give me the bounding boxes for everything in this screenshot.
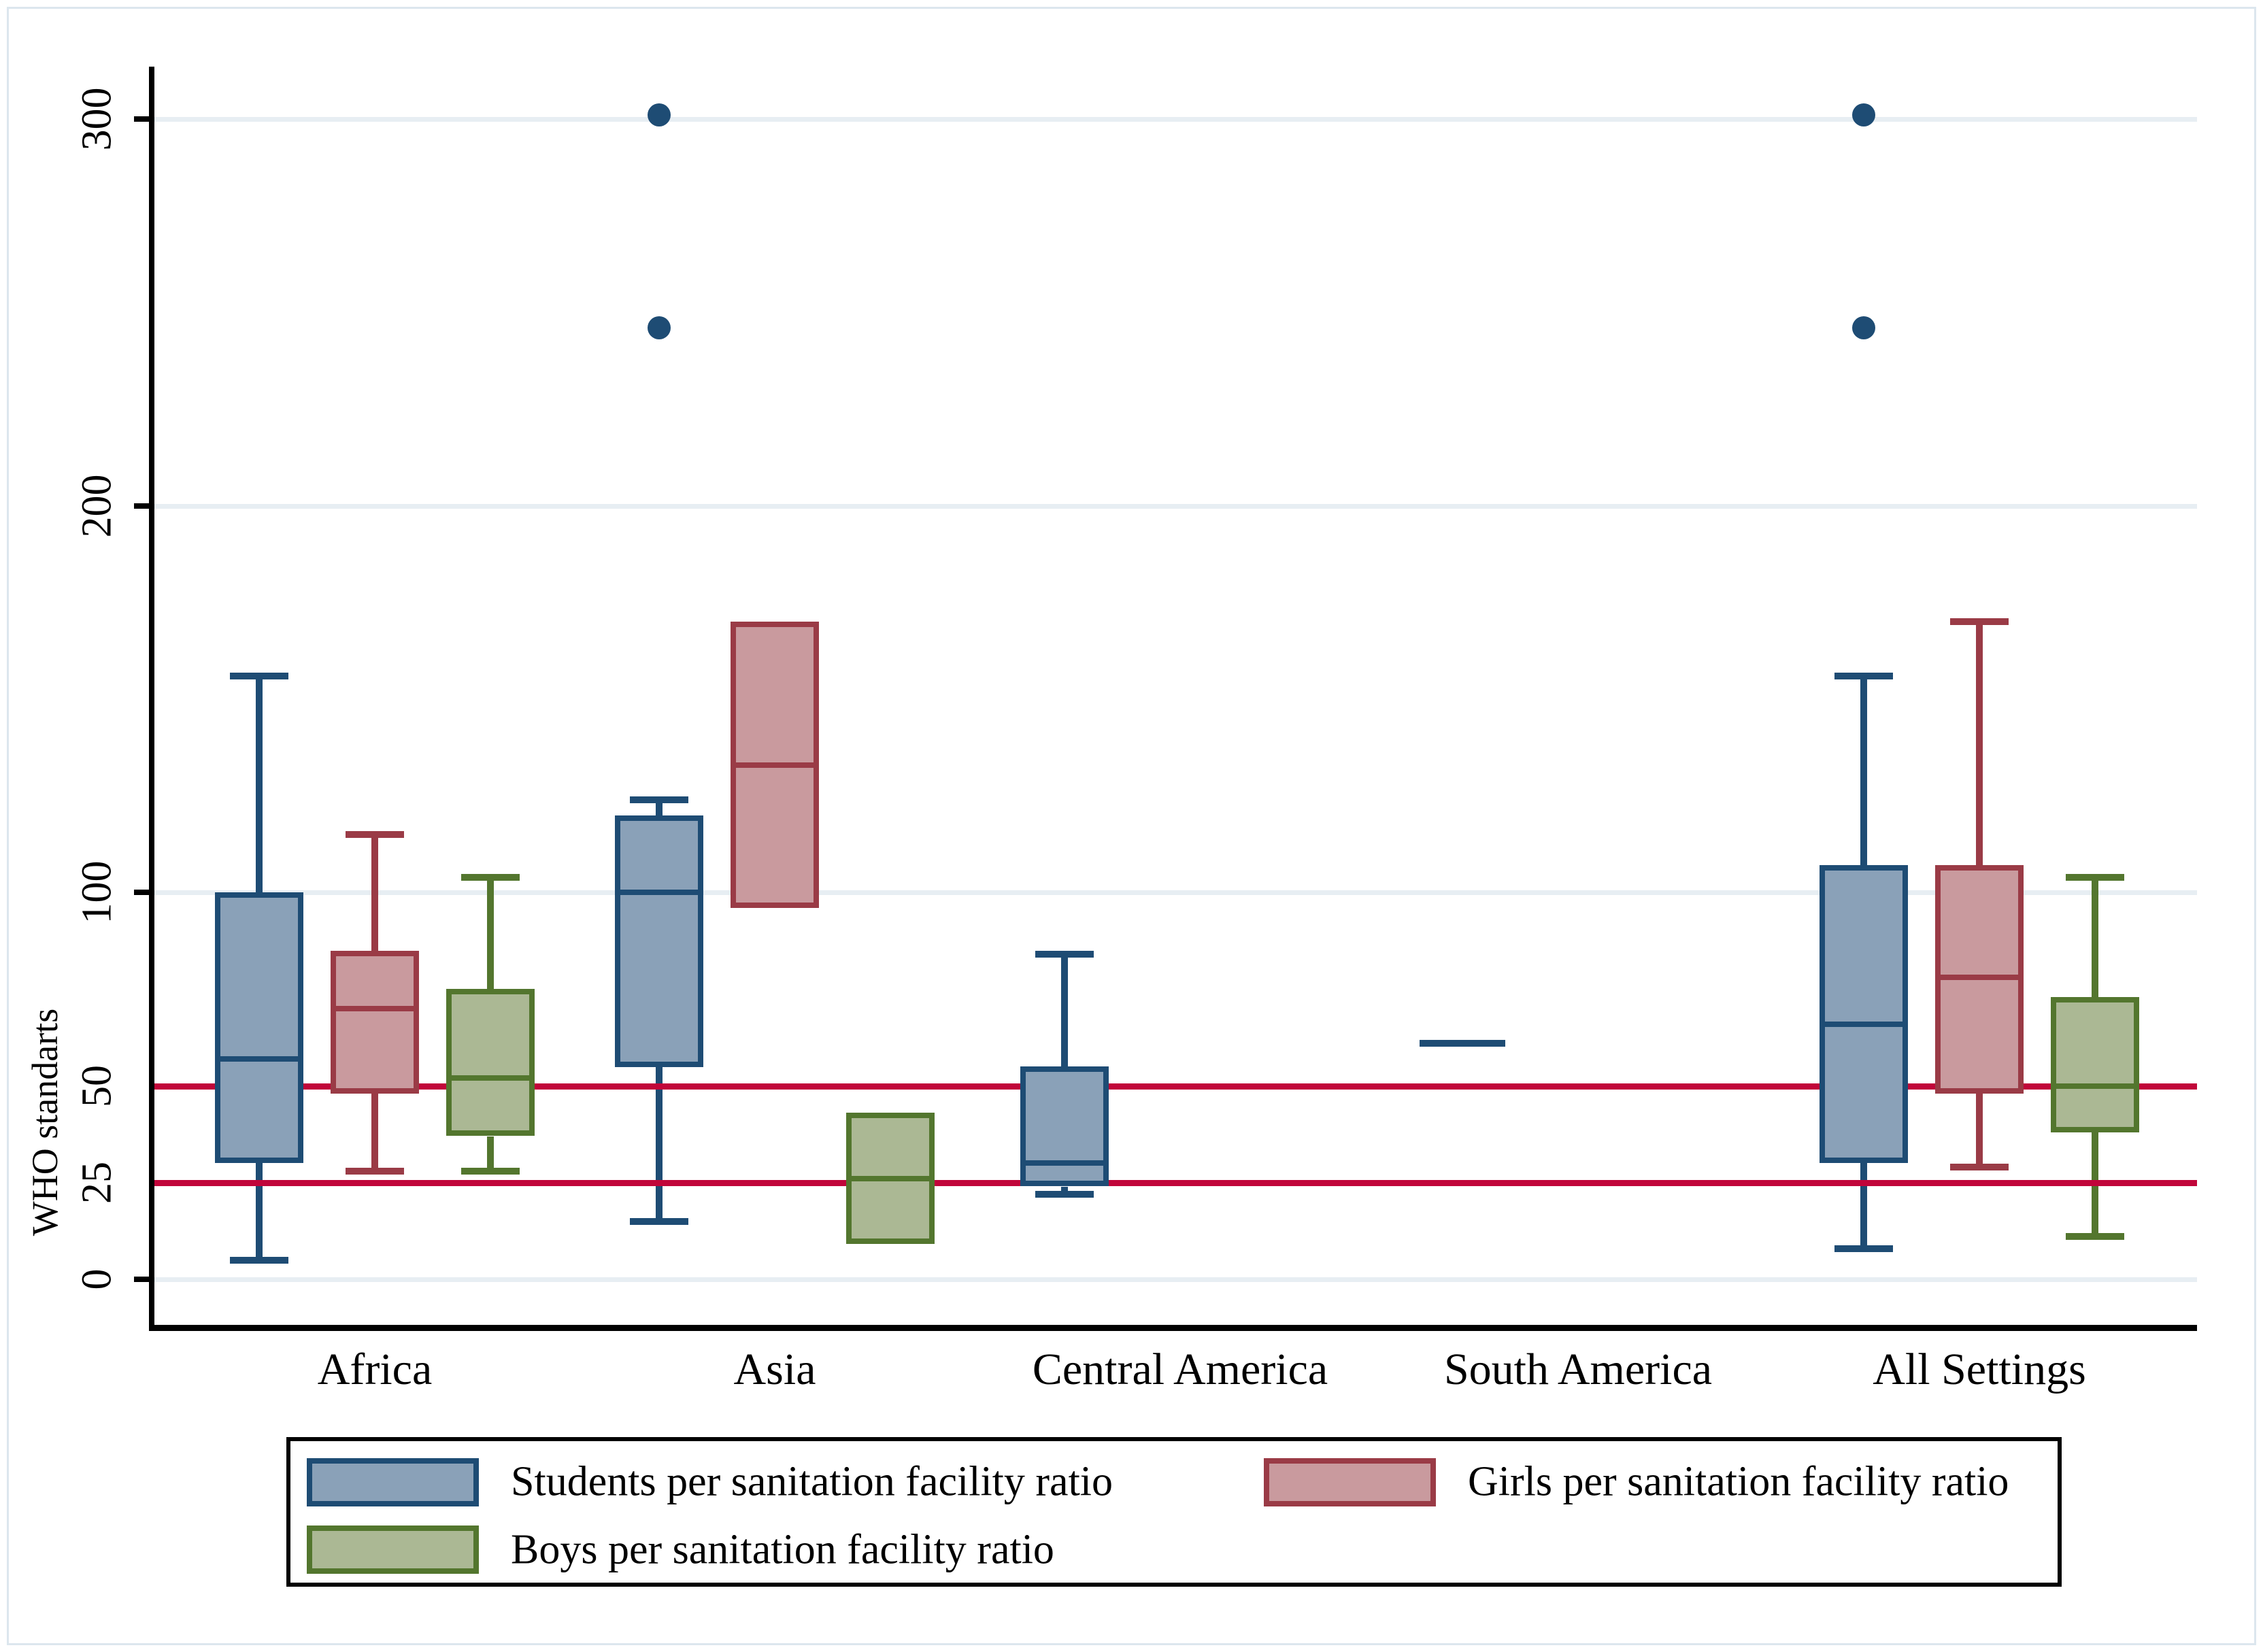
median-line <box>215 1056 303 1062</box>
y-axis-title: WHO standarts <box>24 1008 65 1236</box>
legend-swatch <box>1264 1458 1436 1506</box>
x-category-label: South America <box>1443 1345 1713 1394</box>
median-line <box>1935 975 2024 980</box>
gridline <box>154 117 2197 122</box>
outlier-dot <box>648 103 671 127</box>
upper-whisker-cap <box>1035 951 1094 958</box>
legend-label: Girls per sanitation facility ratio <box>1468 1458 2009 1505</box>
lower-whisker-line <box>1061 1187 1068 1194</box>
y-tick-mark <box>134 503 149 509</box>
gridline <box>154 504 2197 509</box>
upper-whisker-cap <box>1950 618 2009 625</box>
lower-whisker-cap <box>630 1218 688 1225</box>
outlier-dot <box>1852 316 1875 339</box>
y-tick-label: 50 <box>73 1065 120 1107</box>
median-line <box>446 1075 535 1081</box>
legend-label: Boys per sanitation facility ratio <box>511 1526 1054 1573</box>
y-tick-mark <box>134 116 149 122</box>
lower-whisker-line <box>371 1094 378 1171</box>
upper-whisker-line <box>256 676 263 892</box>
lower-whisker-line <box>656 1066 663 1221</box>
lower-whisker-line <box>487 1136 494 1171</box>
y-tick-label: 25 <box>73 1162 120 1204</box>
median-line <box>1020 1160 1109 1166</box>
gridline <box>154 1277 2197 1282</box>
legend: Students per sanitation facility ratio Gi… <box>286 1437 2062 1587</box>
median-line <box>846 1176 935 1181</box>
y-axis-line <box>149 67 154 1331</box>
outlier-dot <box>648 316 671 339</box>
upper-whisker-cap <box>1834 673 1893 679</box>
median-line <box>2051 1083 2139 1089</box>
upper-whisker-cap <box>630 796 688 803</box>
box <box>615 815 703 1067</box>
upper-whisker-line <box>487 877 494 990</box>
upper-whisker-cap <box>230 673 288 679</box>
box <box>446 989 535 1136</box>
who-reference-line <box>154 1083 2197 1090</box>
legend-label: Students per sanitation facility ratio <box>511 1458 1113 1505</box>
median-line <box>731 762 819 768</box>
lower-whisker-cap <box>461 1168 520 1175</box>
upper-whisker-line <box>1860 676 1867 866</box>
lower-whisker-cap <box>346 1168 404 1175</box>
box <box>1020 1066 1109 1186</box>
upper-whisker-cap <box>346 831 404 838</box>
lower-whisker-line <box>1976 1094 1983 1167</box>
who-reference-line <box>154 1180 2197 1186</box>
y-tick-label: 100 <box>73 860 120 924</box>
upper-whisker-cap <box>461 874 520 881</box>
lower-whisker-line <box>1860 1163 1867 1248</box>
x-category-label: All Settings <box>1873 1345 2086 1394</box>
lower-whisker-cap <box>1950 1164 2009 1170</box>
x-category-label: Central America <box>1032 1345 1328 1394</box>
x-category-label: Africa <box>317 1345 433 1394</box>
upper-whisker-line <box>656 800 663 815</box>
figure-frame <box>7 7 2256 1645</box>
upper-whisker-line <box>1061 954 1068 1066</box>
upper-whisker-line <box>2092 877 2098 997</box>
box <box>1820 865 1908 1163</box>
median-line <box>615 890 703 895</box>
median-line <box>331 1006 419 1011</box>
legend-swatch <box>307 1458 479 1506</box>
upper-whisker-line <box>371 835 378 951</box>
x-axis-line <box>149 1325 2197 1331</box>
legend-swatch <box>307 1525 479 1574</box>
median-line <box>1820 1022 1908 1027</box>
box <box>215 892 303 1163</box>
box <box>331 951 419 1094</box>
lower-whisker-cap <box>230 1257 288 1264</box>
y-tick-label: 300 <box>73 87 120 151</box>
lower-whisker-cap <box>1035 1191 1094 1198</box>
x-category-label: Asia <box>733 1345 816 1394</box>
lower-whisker-line <box>256 1163 263 1260</box>
lower-whisker-cap <box>2066 1233 2124 1240</box>
median-only-line <box>1420 1040 1505 1047</box>
upper-whisker-cap <box>2066 874 2124 881</box>
y-tick-label: 200 <box>73 474 120 538</box>
gridline <box>154 890 2197 895</box>
y-tick-label: 0 <box>73 1268 120 1290</box>
upper-whisker-line <box>1976 622 1983 865</box>
y-tick-mark <box>134 1277 149 1282</box>
lower-whisker-cap <box>1834 1245 1893 1252</box>
box <box>2051 997 2139 1132</box>
outlier-dot <box>1852 103 1875 127</box>
y-tick-mark <box>134 890 149 895</box>
